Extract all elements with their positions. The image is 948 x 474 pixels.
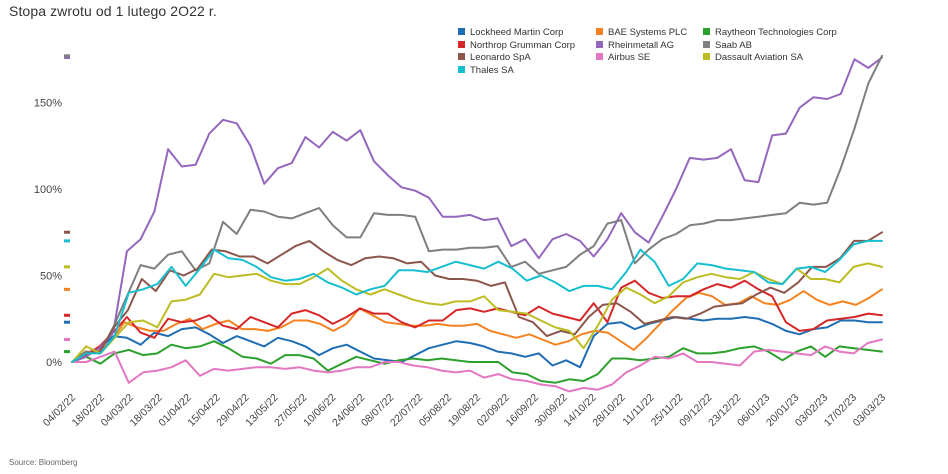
series-line bbox=[71, 279, 883, 363]
legend-swatch bbox=[596, 28, 603, 35]
series-end-marker bbox=[64, 230, 70, 234]
legend-item: Dassault Aviation SA bbox=[703, 52, 803, 63]
legend-label: Rheinmetall AG bbox=[608, 39, 675, 51]
series-end-marker bbox=[64, 350, 70, 354]
legend-item: BAE Systems PLC bbox=[596, 27, 687, 38]
series-line bbox=[71, 288, 883, 363]
series-end-marker bbox=[64, 287, 70, 291]
series-end-marker bbox=[64, 54, 70, 58]
legend-label: Airbus SE bbox=[608, 52, 651, 64]
series-end-marker bbox=[64, 265, 70, 269]
series-line bbox=[71, 338, 883, 393]
series-line bbox=[71, 231, 883, 363]
legend-label: Saab AB bbox=[715, 39, 752, 51]
legend-swatch bbox=[703, 28, 710, 35]
y-tick-label: 100% bbox=[34, 184, 62, 196]
legend-swatch bbox=[596, 53, 603, 61]
legend-swatch bbox=[596, 40, 603, 48]
legend-swatch bbox=[703, 40, 710, 48]
series-line bbox=[71, 340, 883, 384]
legend-label: Dassault Aviation SA bbox=[715, 52, 804, 64]
series-line bbox=[71, 262, 883, 363]
legend-swatch bbox=[458, 40, 465, 48]
legend-item: Lockheed Martin Corp bbox=[458, 27, 563, 38]
x-tick-label: 03/03/23 bbox=[851, 392, 888, 429]
series-end-marker bbox=[64, 320, 70, 324]
series-end-marker bbox=[64, 338, 70, 342]
series-line bbox=[71, 316, 883, 369]
series-end-marker bbox=[64, 239, 70, 243]
legend-label: Raytheon Technologies Corp bbox=[715, 27, 837, 38]
x-tick-label: 28/10/22 bbox=[590, 392, 627, 429]
series-end-marker bbox=[64, 313, 70, 317]
legend-label: Lockheed Martin Corp bbox=[470, 27, 564, 38]
series-line bbox=[71, 239, 883, 363]
legend-item: Airbus SE bbox=[596, 52, 650, 63]
legend-label: Northrop Grumman Corp bbox=[470, 39, 576, 51]
legend-swatch bbox=[703, 53, 710, 61]
series-line bbox=[71, 56, 883, 363]
series-end-marker bbox=[64, 56, 70, 60]
y-tick-label: 50% bbox=[40, 271, 62, 283]
legend-label: Leonardo SpA bbox=[470, 52, 531, 64]
source-note: Source: Bloomberg bbox=[9, 458, 78, 467]
legend-label: Thales SA bbox=[470, 65, 514, 77]
series-line bbox=[71, 54, 883, 363]
legend-item: Saab AB bbox=[703, 40, 752, 51]
legend-swatch bbox=[458, 28, 465, 35]
chart-title: Stopa zwrotu od 1 lutego 2O22 r. bbox=[9, 3, 217, 19]
legend-label: BAE Systems PLC bbox=[608, 27, 688, 38]
y-tick-label: 0% bbox=[46, 357, 62, 369]
legend-swatch bbox=[458, 66, 465, 74]
legend-item: Thales SA bbox=[458, 65, 514, 76]
legend-swatch bbox=[458, 53, 465, 61]
legend-item: Rheinmetall AG bbox=[596, 40, 674, 51]
y-tick-label: 150% bbox=[34, 98, 62, 110]
legend-item: Raytheon Technologies Corp bbox=[703, 27, 837, 38]
legend-item: Northrop Grumman Corp bbox=[458, 40, 575, 51]
legend-item: Leonardo SpA bbox=[458, 52, 531, 63]
